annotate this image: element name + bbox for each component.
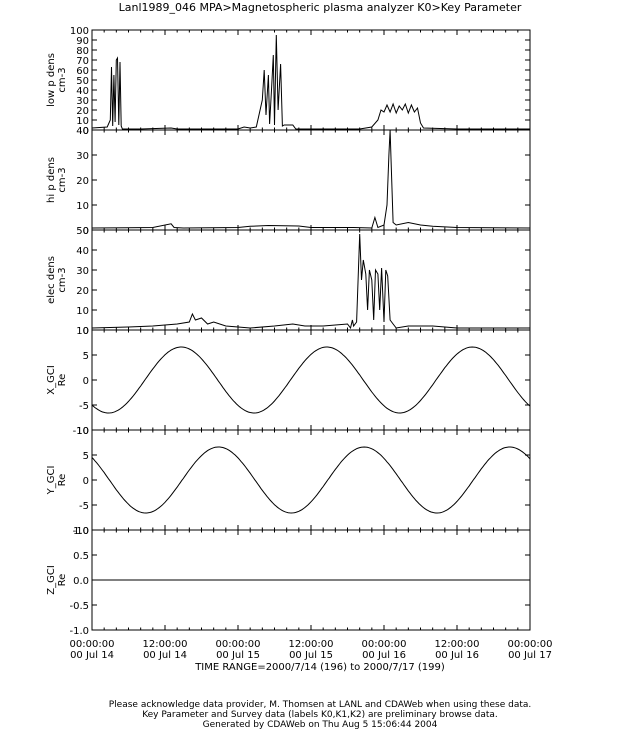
panel-frame-x-gci xyxy=(91,329,531,431)
y-axis-label-x-gci: X_GCIRe xyxy=(46,365,68,395)
y-tick-label-low-p-dens: 50 xyxy=(76,76,89,87)
y-axis-label-line: Re xyxy=(57,374,68,387)
y-axis-label-line: cm-3 xyxy=(57,167,68,192)
y-tick-label-z-gci: 0.0 xyxy=(73,576,89,587)
panel-frame-y-gci xyxy=(91,429,531,531)
y-tick-label-y-gci: -5 xyxy=(79,501,89,512)
panel-frame-hi-p-dens xyxy=(91,129,531,231)
y-axis-label-line: Y_GCI xyxy=(46,466,57,496)
x-tick-label-date: 00 Jul 16 xyxy=(435,650,479,660)
x-tick-label-date: 00 Jul 15 xyxy=(216,650,260,660)
chart-title: Lanl1989_046 MPA>Magnetospheric plasma a… xyxy=(118,1,522,14)
y-tick-label-elec-dens: 20 xyxy=(76,286,89,297)
y-tick-label-hi-p-dens: 20 xyxy=(76,176,89,187)
y-tick-label-hi-p-dens: 0 xyxy=(83,226,89,237)
x-tick-label-time: 12:00:00 xyxy=(289,639,334,650)
series-line-elec-dens xyxy=(91,233,530,330)
y-tick-label-elec-dens: 40 xyxy=(76,246,89,257)
panel-frame-low-p-dens xyxy=(91,29,531,131)
x-tick-label-date: 00 Jul 16 xyxy=(362,650,406,660)
series-line-low-p-dens xyxy=(91,34,530,130)
y-axis-label-line: X_GCI xyxy=(46,365,57,395)
y-axis-label-line: elec dens xyxy=(46,256,57,304)
y-axis-label-low-p-dens: low p denscm-3 xyxy=(46,53,68,107)
x-tick-label-date: 00 Jul 14 xyxy=(70,650,114,660)
y-tick-label-low-p-dens: 10 xyxy=(76,116,89,127)
y-tick-label-low-p-dens: 100 xyxy=(70,26,89,37)
x-tick-label-time: 00:00:00 xyxy=(508,639,553,650)
time-range-label: TIME RANGE=2000/7/14 (196) to 2000/7/17 … xyxy=(195,662,445,673)
y-tick-label-elec-dens: 10 xyxy=(76,306,89,317)
y-tick-label-x-gci: 5 xyxy=(83,351,89,362)
y-tick-label-low-p-dens: 90 xyxy=(76,36,89,47)
y-tick-label-y-gci: 10 xyxy=(76,426,89,437)
y-axis-label-z-gci: Z_GCIRe xyxy=(46,565,68,595)
y-tick-label-y-gci: 5 xyxy=(83,451,89,462)
y-tick-label-low-p-dens: 60 xyxy=(76,66,89,77)
x-tick-label-time: 00:00:00 xyxy=(70,639,115,650)
y-tick-label-z-gci: -0.5 xyxy=(69,601,89,612)
y-tick-label-x-gci: -5 xyxy=(79,401,89,412)
panel-frame-elec-dens xyxy=(91,229,531,331)
y-axis-label-line: Re xyxy=(57,574,68,587)
y-axis-label-hi-p-dens: hi p denscm-3 xyxy=(46,157,68,203)
y-tick-label-y-gci: 0 xyxy=(83,476,89,487)
y-tick-label-x-gci: 0 xyxy=(83,376,89,387)
y-axis-label-line: low p dens xyxy=(46,53,57,107)
y-axis-label-y-gci: Y_GCIRe xyxy=(46,466,68,496)
y-tick-label-low-p-dens: 70 xyxy=(76,56,89,67)
y-tick-label-elec-dens: 50 xyxy=(76,226,89,237)
x-tick-label-date: 00 Jul 17 xyxy=(508,650,552,660)
series-line-y-gci xyxy=(91,446,531,514)
x-tick-label-time: 12:00:00 xyxy=(143,639,188,650)
y-tick-label-low-p-dens: 80 xyxy=(76,46,89,57)
y-tick-label-hi-p-dens: 30 xyxy=(76,151,89,162)
footer-line-generated: Generated by CDAWeb on Thu Aug 5 15:06:4… xyxy=(202,720,438,730)
y-tick-label-x-gci: -10 xyxy=(73,426,89,437)
footer-line-preliminary: Key Parameter and Survey data (labels K0… xyxy=(142,710,498,720)
y-tick-label-z-gci: 0.5 xyxy=(73,551,89,562)
footer-line-acknowledge: Please acknowledge data provider, M. Tho… xyxy=(108,700,532,710)
y-axis-label-line: cm-3 xyxy=(57,67,68,92)
x-tick-label-date: 00 Jul 15 xyxy=(289,650,333,660)
y-tick-label-y-gci: -10 xyxy=(73,526,89,537)
y-tick-label-x-gci: 10 xyxy=(76,326,89,337)
y-tick-label-hi-p-dens: 10 xyxy=(76,201,89,212)
y-tick-label-low-p-dens: 30 xyxy=(76,96,89,107)
y-axis-label-line: hi p dens xyxy=(46,157,57,203)
x-tick-label-time: 00:00:00 xyxy=(216,639,261,650)
footer-notes: Please acknowledge data provider, M. Tho… xyxy=(0,700,640,730)
series-line-hi-p-dens xyxy=(91,129,531,229)
y-tick-label-low-p-dens: 0 xyxy=(83,126,89,137)
y-axis-label-line: Z_GCI xyxy=(46,565,57,595)
y-axis-label-elec-dens: elec denscm-3 xyxy=(46,256,68,304)
y-tick-label-z-gci: -1.0 xyxy=(69,626,89,637)
y-axis-label-line: Re xyxy=(57,474,68,487)
x-tick-label-time: 00:00:00 xyxy=(362,639,407,650)
y-tick-label-low-p-dens: 20 xyxy=(76,106,89,117)
y-tick-label-elec-dens: 0 xyxy=(83,326,89,337)
x-tick-label-date: 00 Jul 14 xyxy=(143,650,187,660)
y-tick-label-elec-dens: 30 xyxy=(76,266,89,277)
y-tick-label-hi-p-dens: 40 xyxy=(76,126,89,137)
y-axis-label-line: cm-3 xyxy=(57,267,68,292)
x-tick-label-time: 12:00:00 xyxy=(435,639,480,650)
series-line-x-gci xyxy=(91,346,531,414)
y-tick-label-z-gci: 1.0 xyxy=(73,526,89,537)
y-tick-label-low-p-dens: 40 xyxy=(76,86,89,97)
